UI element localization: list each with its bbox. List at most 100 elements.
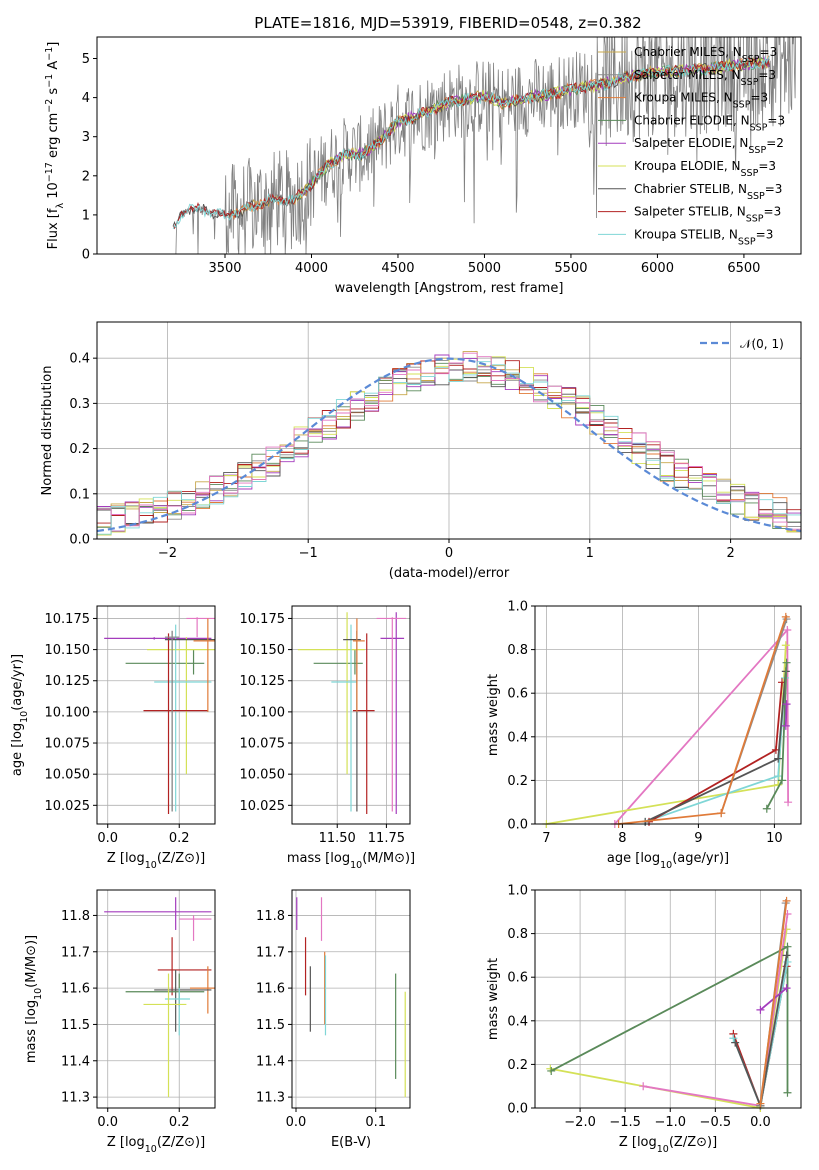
weight-series <box>762 658 791 813</box>
y-axis-label: mass weight <box>486 958 501 1040</box>
weight-marker <box>783 625 792 634</box>
y-tick-label: 0.4 <box>69 352 90 367</box>
y-tick-label: 11.5 <box>61 1018 90 1033</box>
weight-marker <box>781 612 790 621</box>
x-tick-label: 0.2 <box>169 831 190 846</box>
error-bar-point <box>147 637 215 775</box>
legend-label: Chabrier ELODIE, NSSP=3 <box>634 113 785 132</box>
label-part: Normed distribution <box>40 366 55 496</box>
weight-marker <box>774 772 783 781</box>
label-part: 10 <box>657 1144 669 1155</box>
y-tick-label: 0.1 <box>69 487 90 502</box>
weight-line <box>644 671 787 823</box>
label-part: SSP <box>746 213 764 224</box>
weight-marker <box>756 1005 765 1014</box>
label-part: ] <box>46 42 61 47</box>
x-tick-label: 7 <box>542 831 550 846</box>
label-part: E(B-V) <box>331 1135 371 1150</box>
label-part: =3 <box>758 159 776 173</box>
label-part: 10 <box>350 860 362 871</box>
y-tick-label: 0.6 <box>507 971 528 986</box>
weight-marker <box>639 1082 648 1091</box>
label-part: log <box>637 1135 657 1150</box>
error-bar-point <box>179 915 212 941</box>
weight-marker <box>781 641 790 650</box>
error-bar-point <box>125 649 205 675</box>
y-tick-label: 5 <box>82 52 90 67</box>
x-tick-label: 11.75 <box>368 831 405 846</box>
x-tick-label: −1.0 <box>654 1115 686 1130</box>
error-bar-point <box>104 897 212 930</box>
x-tick-label: 8 <box>618 831 626 846</box>
label-part: (age/yr)] <box>10 654 25 711</box>
axes-frame <box>534 605 802 825</box>
model-line-salpeter-elodie <box>297 55 770 201</box>
y-tick-label: 0.8 <box>507 643 528 658</box>
error-bar-point <box>143 633 208 815</box>
panels: 3500 4000 4500 5000 5500 6000 6500 0 1 2 3 4 5 wavele… <box>10 36 802 1155</box>
label-part: =3 <box>767 113 785 127</box>
error-bar-point <box>376 617 407 812</box>
label-part: Kroupa ELODIE, N <box>634 159 741 173</box>
x-tick-label: 10 <box>766 831 783 846</box>
label-part: (M/M⊙)] <box>24 935 39 988</box>
x-tick-label: 5500 <box>554 261 587 276</box>
x-axis-label: Z [log10(Z/Z⊙)] <box>619 1135 717 1155</box>
label-part: (age/yr)] <box>672 851 729 866</box>
weight-marker <box>783 1088 792 1097</box>
label-part: mass [ <box>24 1020 39 1063</box>
label-part: −1 <box>44 47 55 61</box>
label-part: log <box>125 851 145 866</box>
label-part: (Z/Z⊙)] <box>669 1135 717 1150</box>
axes-frame <box>96 889 216 1109</box>
y-axis-label: mass [log10(M/M⊙)] <box>24 935 44 1063</box>
label-part: erg cm <box>46 113 61 162</box>
weight-series <box>641 667 790 826</box>
x-tick-label: 4500 <box>381 261 414 276</box>
y-tick-label: 0.2 <box>69 442 90 457</box>
y-tick-label: 0.6 <box>507 687 528 702</box>
label-part: mass weight <box>486 674 501 756</box>
weight-line <box>618 616 787 825</box>
y-tick-label: 0.0 <box>507 818 528 833</box>
label-part: wavelength [Angstrom, rest frame] <box>335 281 564 296</box>
legend: 𝒩(0, 1) <box>700 337 784 351</box>
label-part: =3 <box>756 227 774 241</box>
y-tick-label: 11.7 <box>61 945 90 960</box>
label-part: 10 <box>660 860 672 871</box>
weight-series <box>641 673 790 826</box>
y-tick-label: 10.025 <box>240 799 286 814</box>
label-part: λ <box>55 203 66 209</box>
label-part: log <box>125 1135 145 1150</box>
y-tick-label: 11.3 <box>61 1091 90 1106</box>
x-axis-label: E(B-V) <box>331 1135 371 1150</box>
weight-marker <box>774 754 783 763</box>
label-part: 10 <box>46 182 61 203</box>
label-part: log <box>24 1000 39 1020</box>
label-part: SSP <box>738 236 756 247</box>
x-tick-label: 0.0 <box>97 831 118 846</box>
y-tick-label: 11.8 <box>256 909 285 924</box>
label-part: =2 <box>766 136 784 150</box>
label-part: SSP <box>733 99 751 110</box>
label-part: Z [ <box>107 851 125 866</box>
label-part: 10 <box>19 711 30 723</box>
weight-marker <box>782 951 791 960</box>
y-tick-label: 4 <box>82 91 90 106</box>
weight-series <box>781 700 791 730</box>
y-tick-label: 0.2 <box>507 1058 528 1073</box>
model-line-kroupa-stelib <box>172 55 770 230</box>
error-bar-point <box>331 624 357 812</box>
y-tick-label: 11.4 <box>256 1054 285 1069</box>
error-bar-point <box>154 969 212 1032</box>
y-tick-label: 0.0 <box>69 533 90 548</box>
label-part: Salpeter STELIB, N <box>634 205 746 219</box>
label-part: −2 <box>44 99 55 113</box>
label-part: Chabrier MILES, N <box>634 45 742 59</box>
label-part: age [ <box>607 851 640 866</box>
label-part: SSP <box>741 168 759 179</box>
y-tick-label: 2 <box>82 169 90 184</box>
y-tick-label: 0.0 <box>507 1102 528 1117</box>
label-part: (M/M⊙)] <box>362 851 415 866</box>
